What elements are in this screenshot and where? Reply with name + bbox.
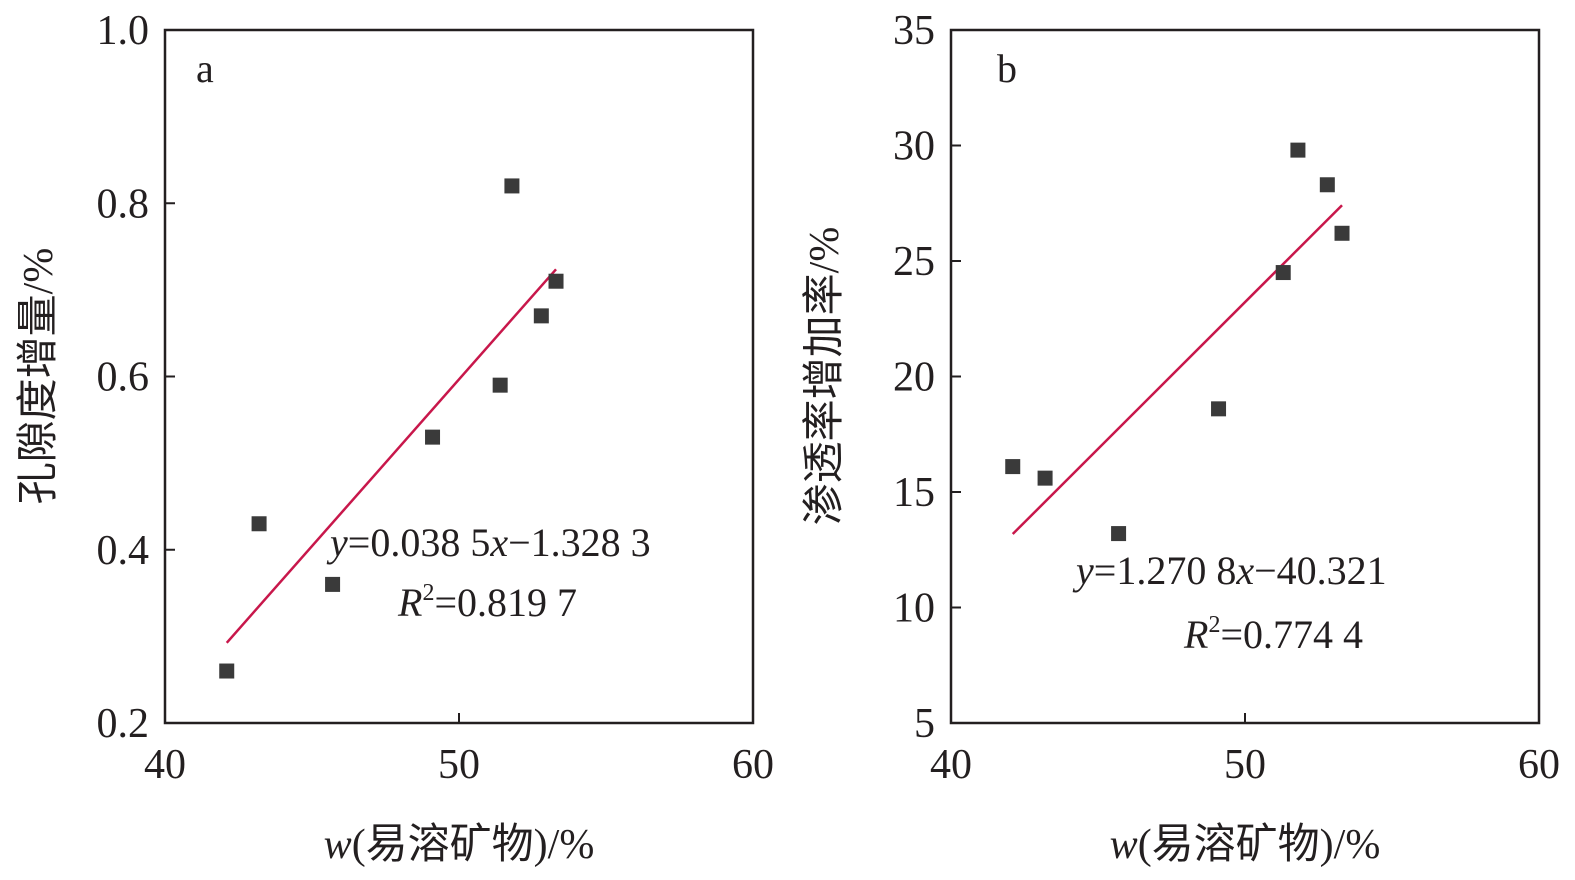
panel-a-r2-value: =0.819 7 xyxy=(434,580,577,625)
panel-b-xlabel: w(易溶矿物)/% xyxy=(1110,821,1381,868)
panel-b-x-tick-label: 60 xyxy=(1518,742,1560,788)
panel-a-xlabel-rest: (易溶矿物)/% xyxy=(352,821,595,868)
panel-a-y-tick-label: 0.2 xyxy=(97,701,150,747)
panel-b-eq-tail: −40.321 xyxy=(1254,548,1387,593)
panel-a-x-tick-label: 50 xyxy=(438,742,480,788)
panel-a-y-tick-label: 0.6 xyxy=(97,355,150,401)
panel-a-xlabel-var: w xyxy=(324,822,352,868)
panel-b-xlabel-rest: (易溶矿物)/% xyxy=(1138,821,1381,868)
panel-b-data-point xyxy=(1290,142,1306,158)
panel-b-y-tick-label: 15 xyxy=(893,470,935,516)
panel-b-data-point xyxy=(1211,401,1227,417)
panel-b-data-point xyxy=(1005,459,1021,475)
panel-b-x-tick-label: 40 xyxy=(930,742,972,788)
panel-b-ticks: 5 10 15 20 25 30 35 40 50 60 xyxy=(893,8,1560,788)
panel-b-r2-letter: R xyxy=(1183,612,1208,657)
panel-b-y-tick-label: 5 xyxy=(914,701,935,747)
panel-a-eq-x: x xyxy=(489,520,508,565)
panel-a-x-tick-label: 60 xyxy=(732,742,774,788)
panel-b-r2-value: =0.774 4 xyxy=(1220,612,1363,657)
panel-a: 0.2 0.4 0.6 0.8 1.0 40 50 60 a y=0.038 5x−1.328… xyxy=(16,8,774,868)
panel-b-y-tick-label: 10 xyxy=(893,586,935,632)
panel-b-xlabel-var: w xyxy=(1110,822,1138,868)
panel-a-x-tick-label: 40 xyxy=(144,742,186,788)
panel-b-data-point xyxy=(1275,265,1291,281)
panel-b-data-point xyxy=(1037,470,1053,486)
panel-b-r2: R2=0.774 4 xyxy=(1183,612,1363,657)
panel-b-y-tick-label: 35 xyxy=(893,8,935,54)
panel-a-ylabel: 孔隙度增量/% xyxy=(16,248,62,505)
panel-b-eq-x: x xyxy=(1235,548,1254,593)
panel-b-y-tick-label: 20 xyxy=(893,355,935,401)
panel-a-y-tick-label: 0.4 xyxy=(97,528,150,574)
panel-b-eq-coef: =1.270 8 xyxy=(1094,548,1237,593)
panel-a-letter: a xyxy=(196,46,214,91)
panel-a-data-point xyxy=(325,576,341,592)
panel-a-data-point xyxy=(425,429,441,445)
panel-a-data-point xyxy=(548,273,564,289)
panel-a-fit-line xyxy=(225,268,557,644)
panel-a-r2-sup: 2 xyxy=(422,580,434,606)
panel-a-points xyxy=(219,178,564,679)
panel-b-fit xyxy=(1011,204,1343,535)
panel-b-data-point xyxy=(1334,225,1350,241)
panel-b-data-point xyxy=(1319,177,1335,193)
panel-b-equation: y=1.270 8x−40.321 xyxy=(1072,548,1387,593)
panel-b-fit-line xyxy=(1011,204,1343,535)
panel-a-data-point xyxy=(219,663,235,679)
panel-b-data-point xyxy=(1111,526,1127,542)
panel-b-points xyxy=(1005,142,1350,542)
panel-b-ylabel: 渗透率增加率/% xyxy=(801,227,848,526)
panel-a-equation: y=0.038 5x−1.328 3 xyxy=(326,520,651,565)
panel-a-data-point xyxy=(251,516,267,532)
panel-a-eq-coef: =0.038 5 xyxy=(348,520,491,565)
panel-a-data-point xyxy=(504,178,520,194)
panel-a-xlabel: w(易溶矿物)/% xyxy=(324,821,595,868)
panel-b-x-tick-label: 50 xyxy=(1224,742,1266,788)
panel-a-r2: R2=0.819 7 xyxy=(397,580,577,625)
panel-a-fit xyxy=(225,268,557,644)
panel-a-y-tick-label: 1.0 xyxy=(97,8,150,54)
panel-a-y-tick-label: 0.8 xyxy=(97,181,150,227)
panel-a-data-point xyxy=(492,377,508,393)
panel-b-y-tick-label: 30 xyxy=(893,124,935,170)
panel-a-eq-tail: −1.328 3 xyxy=(508,520,651,565)
panel-b-letter: b xyxy=(997,46,1017,91)
panel-a-data-point xyxy=(533,308,549,324)
panel-b-eq-y: y xyxy=(1072,548,1094,593)
panel-a-ticks: 0.2 0.4 0.6 0.8 1.0 40 50 60 xyxy=(97,8,775,788)
panel-b-r2-sup: 2 xyxy=(1208,612,1220,638)
panel-a-eq-y: y xyxy=(326,520,348,565)
panel-a-r2-letter: R xyxy=(397,580,422,625)
panel-b-y-tick-label: 25 xyxy=(893,239,935,285)
